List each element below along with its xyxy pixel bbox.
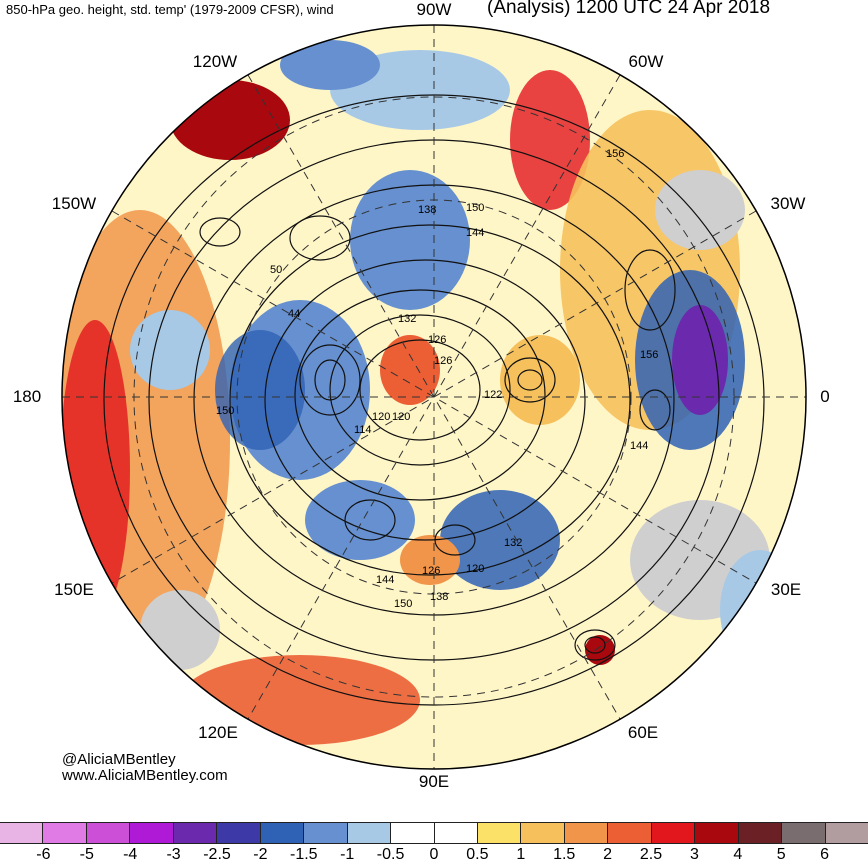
contour-label: 120 [392,411,410,423]
colorbar-swatch [391,823,435,843]
contour-label: 50 [270,264,282,276]
colorbar-tick-label: 4 [733,846,743,863]
warm-anomaly-alaska [170,80,290,160]
longitude-label-30e: 30E [770,580,802,599]
colorbar-swatch [260,823,305,843]
map-valid-time: (Analysis) 1200 UTC 24 Apr 2018 [487,0,771,18]
cold-anomaly-siberia [440,490,560,590]
contour-label: 126 [422,565,440,577]
contour-label: 138 [418,204,436,216]
colorbar-tick-label: -1.5 [290,846,318,863]
colorbar-swatch [86,823,131,843]
cold-anomaly-canada [350,170,470,310]
colorbar-swatch [217,823,261,843]
contour-label: 120 [372,411,390,423]
colorbar-swatch [608,823,652,843]
colorbar-swatch [477,823,522,843]
colorbar-tick-label: 0.5 [466,846,489,863]
longitude-label-90w: 90W [416,0,452,19]
contour-label: 44 [288,308,300,320]
colorbar-tick-label: -2 [253,846,268,863]
contour-label: 150 [216,405,234,417]
colorbar-tick-label: -4 [123,846,138,863]
colorbar-tick-label: -3 [166,846,181,863]
colorbar-tick-label: -5 [79,846,94,863]
colorbar-swatch [695,823,739,843]
graticule [62,25,806,769]
colorbar-swatch [304,823,348,843]
colorbar-ticks: -6 -5 -4 -3 -2.5 -2 -1.5 -1 -0.5 0 0.5 1 1.5 2 2.5 3 4 5 6 [0,846,868,865]
temperature-anomaly-field [62,25,806,769]
colorbar-swatch [130,823,174,843]
colorbar-swatch [0,823,44,843]
colorbar-tick-label: 3 [689,846,699,863]
colorbar-tick-label: -0.5 [376,846,405,863]
contour-label: 122 [484,389,502,401]
map-border [61,24,807,770]
longitude-label-180: 180 [12,387,42,406]
colorbar-tick-label: 0 [429,846,439,863]
colorbar [0,822,868,844]
map-title: 850-hPa geo. height, std. temp' (1979-20… [6,2,334,17]
colorbar-tick-label: -2.5 [203,846,231,863]
colorbar-swatch [825,823,868,843]
colorbar-swatch [347,823,392,843]
colorbar-tick-label: 1.5 [553,846,576,863]
contour-label: 156 [606,148,624,160]
contour-label: 138 [430,591,448,603]
longitude-label-120e: 120E [198,723,238,742]
contour-label: 144 [630,440,648,452]
colorbar-tick-label: -6 [36,846,51,863]
colorbar-tick-label: -1 [340,846,355,863]
contour-label: 126 [428,334,446,346]
colorbar-swatch [43,823,87,843]
colorbar-tick-label: 5 [776,846,786,863]
colorbar-tick-label: 2 [603,846,613,863]
contour-label: 156 [640,349,658,361]
longitude-label-120w: 120W [192,52,238,71]
colorbar-swatch [521,823,565,843]
longitude-label-0: 0 [820,387,830,406]
longitude-label-90e: 90E [418,772,450,791]
longitude-label-60w: 60W [628,52,664,71]
author-website: www.AliciaMBentley.com [62,767,228,784]
colorbar-tick-label: 2.5 [639,846,663,863]
contour-label: 132 [398,313,416,325]
contour-label: 120 [466,563,484,575]
colorbar-swatch [564,823,609,843]
colorbar-swatch [434,823,478,843]
longitude-label-30w: 30W [770,194,806,213]
colorbar-swatch [173,823,218,843]
contour-label: 132 [504,537,522,549]
longitude-label-150e: 150E [54,580,94,599]
author-handle: @AliciaMBentley [62,751,176,768]
colorbar-swatch [782,823,826,843]
colorbar-tick-label: 1 [516,846,526,863]
longitude-label-60e: 60E [627,723,659,742]
longitude-label-150w: 150W [51,194,97,213]
contour-label: 114 [354,424,372,436]
colorbar-tick-label: 6 [820,846,830,863]
colorbar-swatch [651,823,696,843]
contour-label: 144 [376,574,394,586]
contour-label: 150 [466,202,484,214]
colorbar-swatch [738,823,783,843]
contour-label: 150 [394,598,412,610]
contour-label: 144 [466,227,484,239]
contour-label: 126 [434,355,452,367]
